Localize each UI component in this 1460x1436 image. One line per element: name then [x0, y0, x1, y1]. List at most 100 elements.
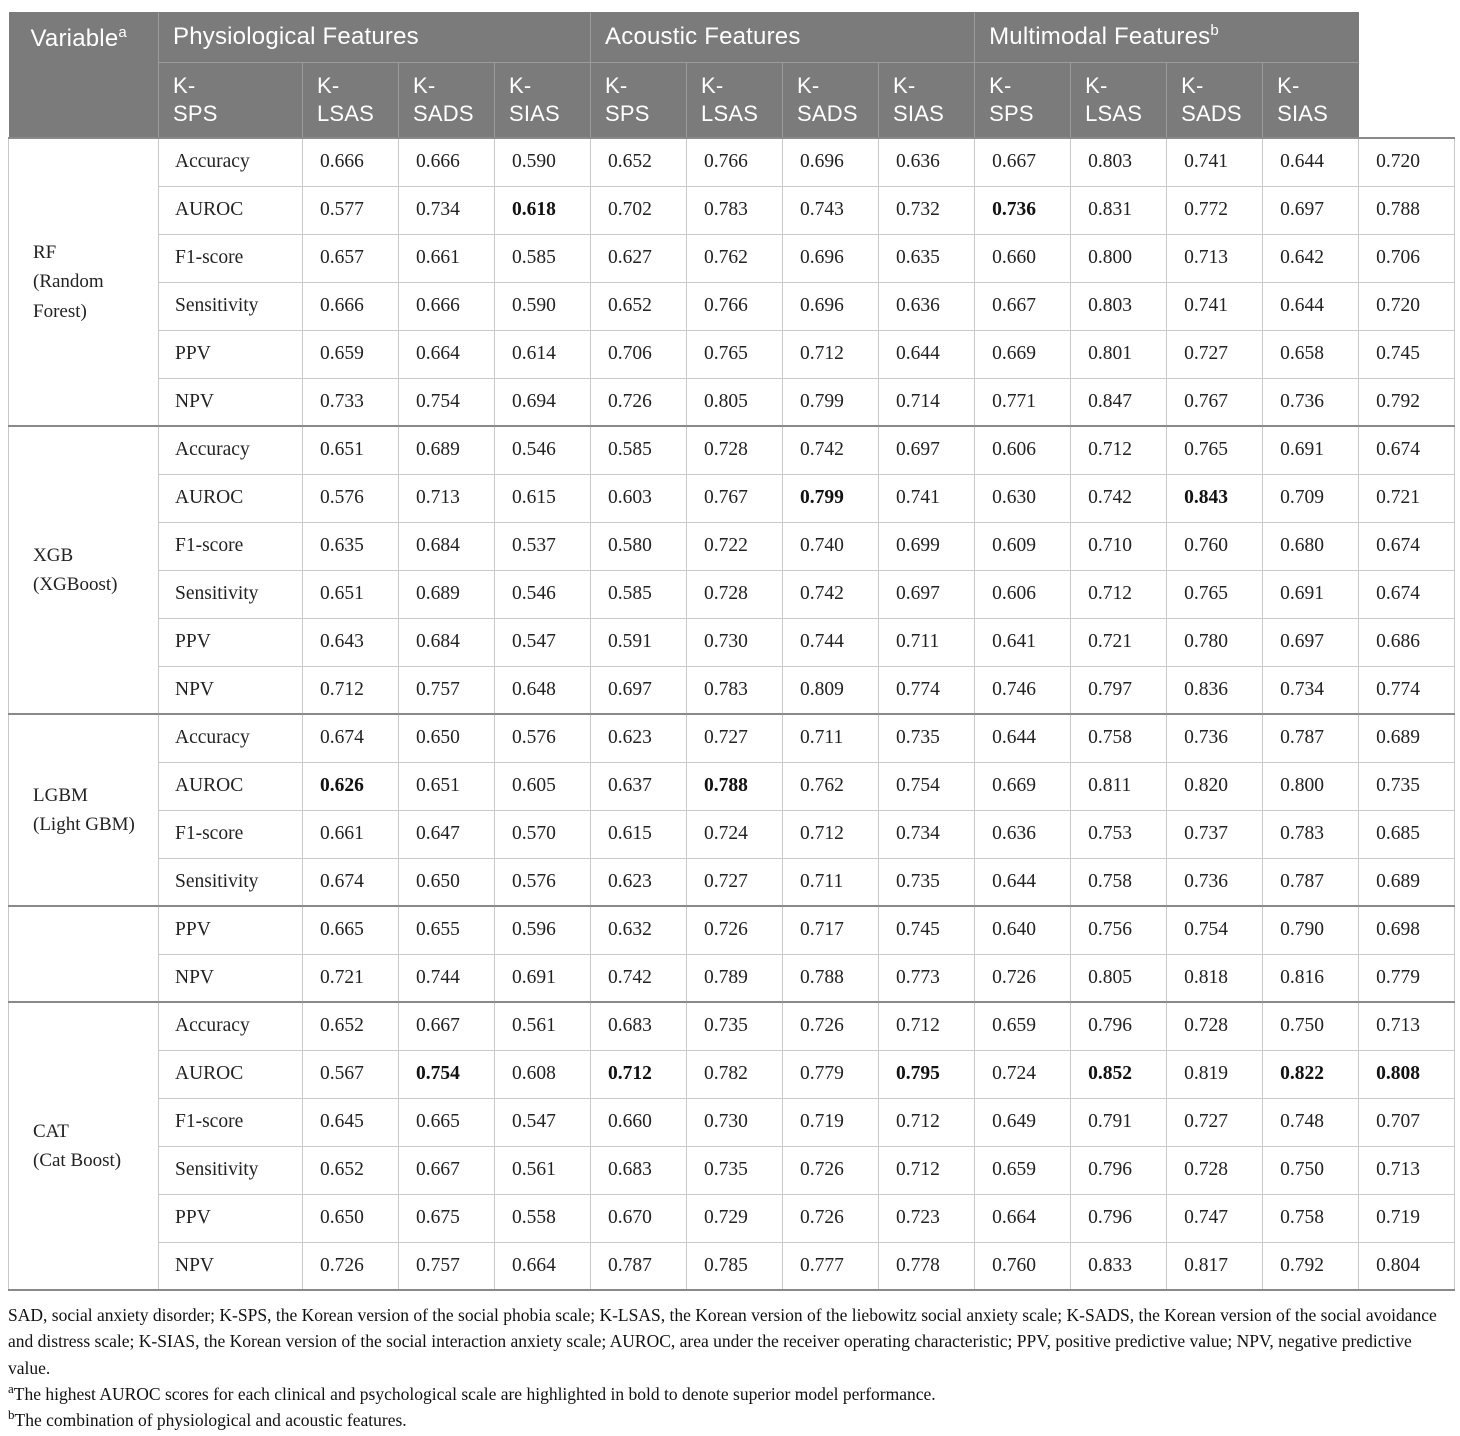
metric-value-cell: 0.783	[686, 185, 784, 235]
metric-value-cell: 0.649	[974, 1097, 1072, 1147]
metric-value-cell: 0.726	[302, 1241, 399, 1291]
metric-value-cell: 0.742	[590, 953, 688, 1003]
model-group: PPV 0.665 0.655 0.596 0.632 0.726 0.717 0.745 0.…	[8, 905, 1456, 1003]
feature-group-header: Multimodal Featuresb	[974, 12, 1359, 63]
table-row: F1-score 0.661 0.647 0.570 0.615 0.724 0.712 0.…	[9, 809, 1456, 859]
metric-value-cell: 0.779	[782, 1049, 880, 1099]
metric-value-cell: 0.643	[302, 617, 399, 667]
scale-column-header: K- SPS	[158, 62, 303, 138]
metric-value-cell: 0.630	[974, 473, 1072, 523]
metric-value-cell: 0.644	[974, 713, 1072, 763]
metric-value-cell: 0.664	[974, 1193, 1072, 1243]
metric-value-cell: 0.792	[1358, 377, 1456, 427]
metric-value-cell: 0.760	[1166, 521, 1264, 571]
metric-value-cell: 0.799	[782, 377, 880, 427]
metric-value-cell: 0.803	[1070, 137, 1168, 187]
metric-value-cell: 0.707	[1358, 1097, 1456, 1147]
metric-value-cell: 0.728	[686, 425, 784, 475]
metric-value-cell: 0.712	[878, 1145, 976, 1195]
metric-value-cell: 0.648	[493, 665, 592, 715]
metric-value-cell: 0.787	[1262, 713, 1360, 763]
metric-value-cell: 0.691	[1262, 425, 1360, 475]
metric-value-cell: 0.561	[493, 1145, 592, 1195]
metric-label: NPV	[158, 1241, 303, 1291]
metric-label: PPV	[158, 329, 303, 379]
footnote-a-sup: a	[8, 1380, 14, 1396]
metric-value-cell: 0.804	[1358, 1241, 1456, 1291]
metric-value-cell: 0.590	[493, 281, 592, 331]
metric-label: PPV	[158, 905, 303, 955]
metric-value-cell: 0.605	[493, 761, 592, 811]
metric-value-cell: 0.736	[1166, 713, 1264, 763]
metric-value-cell: 0.801	[1070, 329, 1168, 379]
metric-label: Accuracy	[158, 137, 303, 187]
metric-value-cell: 0.796	[1070, 1145, 1168, 1195]
table-row: NPV 0.721 0.744 0.691 0.742 0.789 0.788 0.773 0.…	[9, 953, 1456, 1003]
metric-value-cell: 0.744	[398, 953, 495, 1003]
metric-label: Sensitivity	[158, 569, 303, 619]
metric-value-cell: 0.691	[493, 953, 592, 1003]
metric-value-cell: 0.843	[1166, 473, 1264, 523]
metric-value-cell: 0.670	[590, 1193, 688, 1243]
table-row: PPV 0.659 0.664 0.614 0.706 0.765 0.712 0.644 0.…	[9, 329, 1456, 379]
metric-value-cell: 0.627	[590, 233, 688, 283]
metric-value-cell: 0.762	[782, 761, 880, 811]
metric-value-cell: 0.726	[782, 1193, 880, 1243]
metric-value-cell: 0.713	[1166, 233, 1264, 283]
feature-group-header-row: Variablea Physiological Features Acoustic …	[8, 12, 1455, 138]
variable-column-header: Variablea	[8, 12, 159, 138]
table-row: NPV 0.712 0.757 0.648 0.697 0.783 0.809 0.774 0.…	[9, 665, 1456, 715]
metric-value-cell: 0.664	[493, 1241, 592, 1291]
metric-value-cell: 0.758	[1262, 1193, 1360, 1243]
metric-value-cell: 0.741	[878, 473, 976, 523]
metric-value-cell: 0.674	[302, 713, 399, 763]
metric-value-cell: 0.730	[686, 617, 784, 667]
metric-value-cell: 0.665	[302, 905, 399, 955]
metric-value-cell: 0.606	[974, 569, 1072, 619]
metric-value-cell: 0.783	[1262, 809, 1360, 859]
metric-label: F1-score	[158, 521, 303, 571]
scale-column-header: K- SADS	[1166, 62, 1263, 138]
metric-value-cell: 0.684	[398, 617, 495, 667]
table-row: NPV 0.733 0.754 0.694 0.726 0.805 0.799 0.714 0.…	[9, 377, 1456, 427]
metric-value-cell: 0.699	[878, 521, 976, 571]
metric-value-cell: 0.779	[1358, 953, 1456, 1003]
metric-value-cell: 0.728	[1166, 1001, 1264, 1051]
metric-value-cell: 0.713	[1358, 1001, 1456, 1051]
metric-value-cell: 0.691	[1262, 569, 1360, 619]
metric-value-cell: 0.546	[493, 425, 592, 475]
metric-value-cell: 0.787	[1262, 857, 1360, 907]
metric-label: Accuracy	[158, 713, 303, 763]
metric-value-cell: 0.717	[782, 905, 880, 955]
metric-value-cell: 0.561	[493, 1001, 592, 1051]
metric-value-cell: 0.732	[878, 185, 976, 235]
metric-value-cell: 0.576	[493, 713, 592, 763]
table-row: XGB (XGBoost) Accuracy 0.651 0.689 0.546 0.585…	[8, 425, 1456, 715]
metric-label: F1-score	[158, 1097, 303, 1147]
metric-value-cell: 0.641	[974, 617, 1072, 667]
metric-value-cell: 0.635	[302, 521, 399, 571]
metric-value-cell: 0.684	[398, 521, 495, 571]
metric-value-cell: 0.783	[686, 665, 784, 715]
scale-column-header: K- SIAS	[1262, 62, 1359, 138]
metric-value-cell: 0.727	[686, 713, 784, 763]
metric-value-cell: 0.660	[590, 1097, 688, 1147]
metric-value-cell: 0.726	[782, 1145, 880, 1195]
metric-value-cell: 0.706	[1358, 233, 1456, 283]
metric-value-cell: 0.665	[398, 1097, 495, 1147]
metric-value-cell: 0.636	[974, 809, 1072, 859]
metric-value-cell: 0.585	[590, 425, 688, 475]
metric-value-cell: 0.740	[782, 521, 880, 571]
metric-value-cell: 0.652	[590, 281, 688, 331]
metric-value-cell: 0.729	[686, 1193, 784, 1243]
metric-value-cell: 0.659	[302, 329, 399, 379]
metric-label: AUROC	[158, 473, 303, 523]
metric-value-cell: 0.753	[1070, 809, 1168, 859]
metric-value-cell: 0.674	[302, 857, 399, 907]
metric-value-cell: 0.742	[782, 569, 880, 619]
metric-value-cell: 0.726	[590, 377, 688, 427]
model-label: LGBM (Light GBM)	[8, 713, 159, 907]
metric-value-cell: 0.721	[1070, 617, 1168, 667]
metric-value-cell: 0.750	[1262, 1145, 1360, 1195]
metric-value-cell: 0.762	[686, 233, 784, 283]
